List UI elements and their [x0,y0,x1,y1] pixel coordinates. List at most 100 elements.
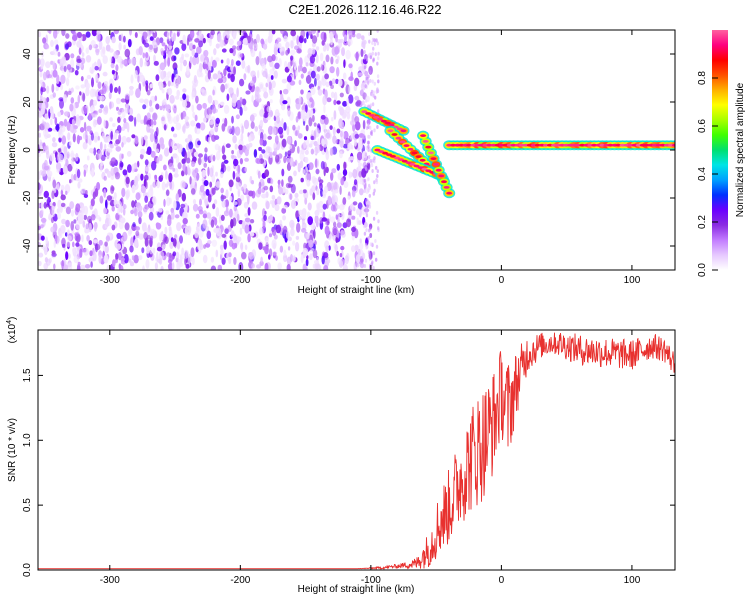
noise-blob [56,162,62,172]
tone-peak [417,166,424,170]
noise-blob [325,81,330,88]
noise-blob [372,57,375,62]
noise-blob [121,153,124,159]
noise-blob [375,210,379,215]
tone-peak [591,143,598,147]
noise-blob [323,32,327,43]
noise-blob [261,193,267,199]
noise-blob [45,236,48,245]
noise-blob [196,223,201,232]
noise-blob [76,168,81,179]
tone-peak [373,116,380,119]
noise-blob [355,262,360,268]
noise-blob [81,52,85,57]
noise-blob [152,142,157,150]
noise-blob [181,43,187,52]
noise-blob [232,170,236,180]
noise-blob [124,48,131,58]
noise-blob [373,81,376,86]
noise-blob [274,204,280,212]
noise-blob [289,193,293,200]
noise-blob [122,231,128,242]
noise-blob [368,134,371,139]
noise-blob [179,56,184,64]
noise-blob [149,36,154,41]
noise-blob [274,146,278,155]
noise-blob [198,157,202,166]
noise-blob [373,180,376,185]
noise-blob [268,233,273,238]
noise-blob [151,160,157,171]
noise-blob [351,230,356,237]
noise-blob [143,98,149,105]
noise-blob [314,158,318,169]
noise-blob [149,83,154,89]
noise-blob [203,117,207,123]
noise-blob [195,213,200,219]
noise-blob [369,131,373,136]
y-tick-label: -20 [22,190,33,205]
noise-blob [151,228,156,236]
tone-peak [615,143,622,147]
noise-blob [38,113,43,118]
tone-peak [538,143,545,147]
colorbar-tick-label: 0.2 [697,215,708,229]
noise-blob [282,100,288,105]
noise-blob [343,181,349,188]
noise-blob [80,84,86,89]
noise-blob [194,172,200,182]
noise-blob [287,107,291,117]
noise-blob [136,113,141,123]
noise-blob [152,247,156,254]
noise-blob [164,44,168,51]
noise-blob [140,119,144,125]
noise-blob [134,238,139,248]
noise-blob [256,33,260,43]
noise-blob [76,58,82,64]
noise-blob [38,171,41,181]
noise-blob [163,124,167,131]
noise-blob [203,244,207,249]
noise-blob [79,127,85,133]
noise-blob [156,180,161,189]
noise-blob [277,179,281,185]
noise-blob [75,85,80,90]
noise-blob [366,119,371,125]
noise-blob [229,208,233,218]
noise-blob [221,48,227,53]
noise-blob [181,192,186,202]
noise-blob [163,198,166,208]
noise-blob [284,60,288,69]
snr-ylabel: SNR (10 * v/v) [7,418,18,482]
noise-blob [269,185,274,193]
y-tick-label: 1.0 [22,433,33,447]
noise-blob [359,188,364,196]
noise-blob [376,74,380,79]
noise-blob [194,52,199,58]
noise-blob [137,205,143,212]
noise-blob [278,186,283,195]
noise-blob [212,203,216,210]
noise-blob [166,31,170,40]
noise-blob [341,47,345,57]
noise-blob [353,179,358,186]
noise-blob [196,68,203,78]
snr-frame [37,329,676,571]
noise-blob [128,228,133,235]
noise-blob [120,33,124,42]
noise-blob [351,114,355,123]
noise-blob [118,42,122,51]
noise-blob [330,91,335,99]
noise-blob [210,219,215,228]
noise-blob [168,162,174,170]
noise-blob [377,109,380,114]
noise-blob [358,66,364,72]
noise-blob [51,208,56,218]
noise-blob [231,59,234,66]
noise-blob [176,31,180,37]
tone-peak [419,158,426,162]
noise-blob [240,32,244,37]
noise-blob [352,201,358,206]
noise-blob [196,46,202,55]
